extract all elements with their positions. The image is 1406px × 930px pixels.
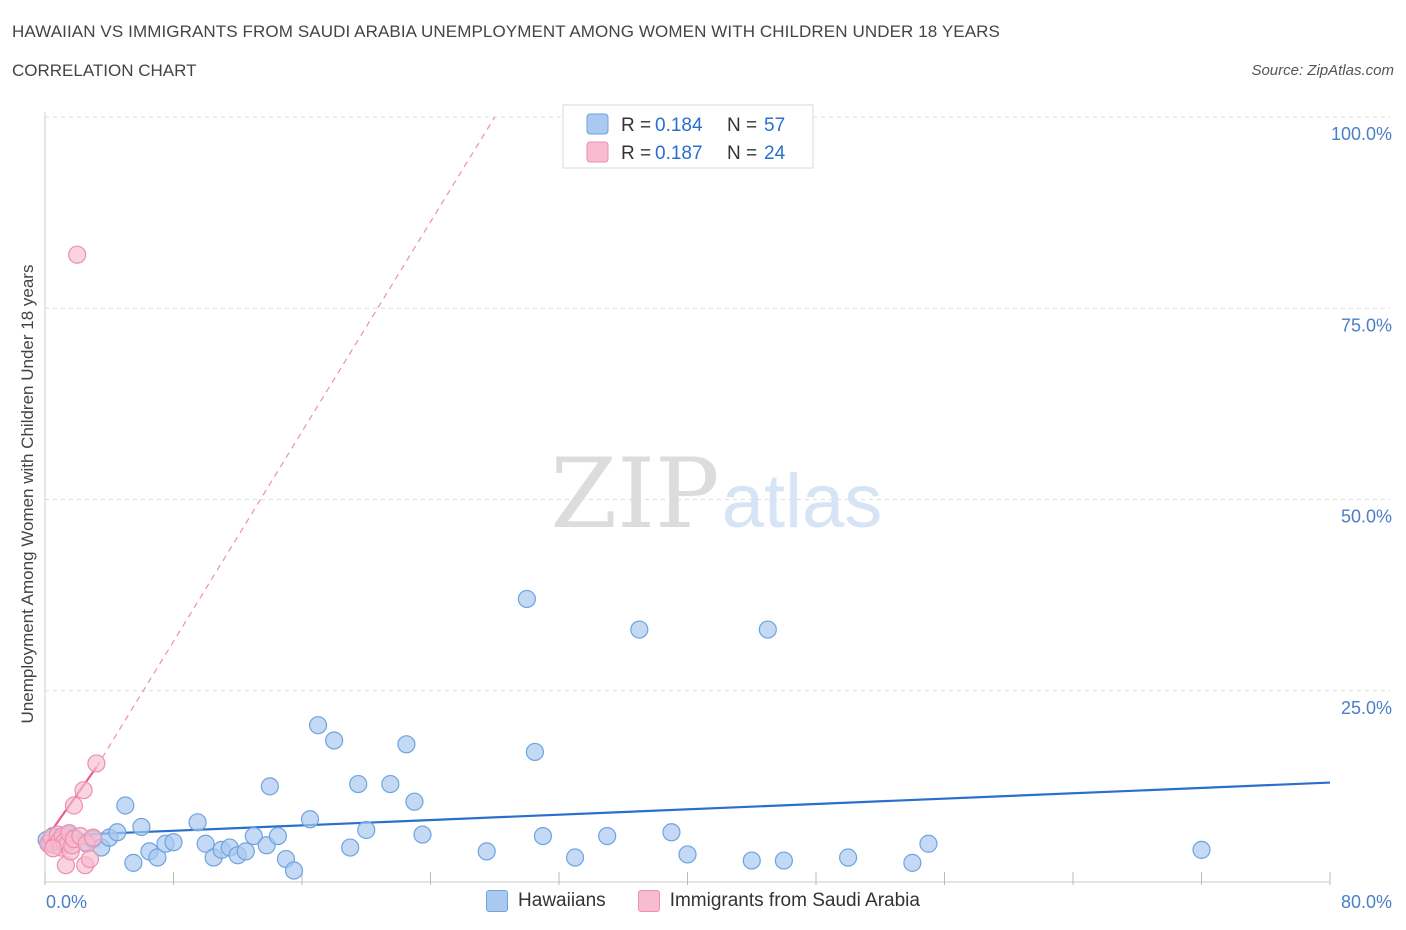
point-hawaiians xyxy=(413,825,432,844)
point-hawaiians xyxy=(533,826,553,846)
trend-line-hawaiians xyxy=(44,781,1331,838)
point-hawaiians xyxy=(244,826,263,846)
stats-swatch-hawaiians xyxy=(586,113,609,135)
watermark-atlas: atlas xyxy=(722,459,883,544)
point-hawaiians xyxy=(284,861,304,880)
point-hawaiians xyxy=(742,851,761,870)
point-saudi xyxy=(64,796,84,815)
point-saudi xyxy=(68,245,87,264)
r-value: 0.184 xyxy=(655,115,703,136)
point-saudi xyxy=(74,781,93,800)
point-hawaiians xyxy=(357,820,376,840)
legend-item-hawaiians: Hawaiians xyxy=(486,890,606,912)
y-tick-label: 25.0% xyxy=(1341,698,1392,718)
series-legend: Hawaiians Immigrants from Saudi Arabia xyxy=(0,890,1406,912)
y-tick-label: 50.0% xyxy=(1341,507,1392,527)
point-hawaiians xyxy=(919,834,938,853)
point-hawaiians xyxy=(260,777,279,796)
r-value: 0.187 xyxy=(655,143,703,164)
point-saudi xyxy=(80,849,100,869)
point-hawaiians xyxy=(325,731,344,750)
stats-swatch-saudi xyxy=(586,141,609,163)
n-value: 57 xyxy=(764,115,785,136)
source-label: Source: ZipAtlas.com xyxy=(1251,62,1394,79)
y-tick-labels: 25.0% 50.0% 75.0% 100.0% xyxy=(1331,124,1392,718)
data-points xyxy=(37,245,1211,880)
point-saudi xyxy=(87,754,106,773)
point-hawaiians xyxy=(148,848,167,867)
trend-line-saudi-extrapolated xyxy=(95,116,496,768)
point-hawaiians xyxy=(381,774,400,794)
point-hawaiians xyxy=(598,826,617,846)
point-hawaiians xyxy=(678,845,697,864)
y-tick-label: 100.0% xyxy=(1331,124,1392,144)
r-label: R = xyxy=(621,115,656,136)
n-label: N = xyxy=(727,143,762,164)
legend-label-hawaiians: Hawaiians xyxy=(518,890,606,911)
stats-row-saudi: R = 0.187 N = 24 xyxy=(621,143,786,164)
point-hawaiians xyxy=(341,838,360,857)
r-label: R = xyxy=(621,143,656,164)
point-hawaiians xyxy=(662,823,681,842)
point-hawaiians xyxy=(839,848,858,867)
point-hawaiians xyxy=(132,817,151,837)
x-tick-label: 0.0% xyxy=(46,892,87,912)
stats-row-hawaiians: R = 0.184 N = 57 xyxy=(621,115,785,136)
y-axis-label: Unemployment Among Women with Children U… xyxy=(18,265,37,724)
point-hawaiians xyxy=(188,813,207,832)
y-tick-label: 75.0% xyxy=(1341,315,1392,335)
watermark-zip: ZIP xyxy=(550,438,719,550)
point-hawaiians xyxy=(268,826,288,846)
point-saudi xyxy=(43,839,63,858)
point-hawaiians xyxy=(308,716,328,735)
n-label: N = xyxy=(727,115,762,136)
grid-lines xyxy=(45,116,1390,692)
point-hawaiians xyxy=(758,620,777,639)
point-hawaiians xyxy=(349,774,368,794)
point-saudi xyxy=(84,828,103,847)
point-hawaiians xyxy=(1192,840,1211,859)
chart-subtitle: CORRELATION CHART xyxy=(12,61,197,80)
point-hawaiians xyxy=(630,620,649,639)
x-tick-label: 80.0% xyxy=(1341,892,1392,912)
point-hawaiians xyxy=(164,833,183,852)
point-hawaiians xyxy=(236,842,255,861)
point-hawaiians xyxy=(397,735,416,754)
point-hawaiians xyxy=(903,853,922,872)
legend-swatch-hawaiians xyxy=(486,890,509,912)
point-hawaiians xyxy=(477,842,496,861)
n-value: 24 xyxy=(764,143,786,164)
x-tick-labels: 0.0% 80.0% xyxy=(46,892,1392,912)
point-hawaiians xyxy=(525,742,545,762)
point-hawaiians xyxy=(108,823,127,842)
point-hawaiians xyxy=(565,848,585,867)
point-hawaiians xyxy=(116,796,135,815)
point-hawaiians xyxy=(196,834,215,853)
legend-swatch-saudi xyxy=(637,890,660,912)
point-hawaiians xyxy=(517,589,536,609)
legend-label-saudi: Immigrants from Saudi Arabia xyxy=(669,890,920,911)
legend-item-saudi: Immigrants from Saudi Arabia xyxy=(637,890,920,912)
watermark: ZIP atlas xyxy=(550,438,882,550)
point-hawaiians xyxy=(124,853,143,872)
point-hawaiians xyxy=(774,851,793,870)
axes xyxy=(44,112,1331,885)
point-hawaiians xyxy=(405,792,424,811)
stats-legend: R = 0.184 N = 57 R = 0.187 N = 24 xyxy=(562,104,814,169)
chart-title: HAWAIIAN VS IMMIGRANTS FROM SAUDI ARABIA… xyxy=(12,22,1000,41)
point-hawaiians xyxy=(300,810,320,829)
